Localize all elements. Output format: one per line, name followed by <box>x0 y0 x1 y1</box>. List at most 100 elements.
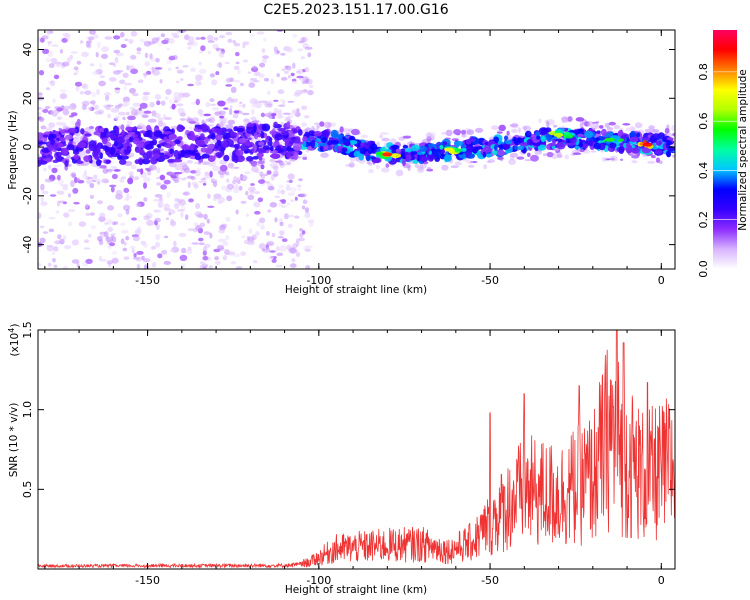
heatmap-blob <box>97 200 103 205</box>
heatmap-blob <box>180 149 186 157</box>
heatmap-blob <box>161 249 168 255</box>
heatmap-blob <box>548 142 557 147</box>
heatmap-blob <box>157 117 164 123</box>
heatmap-blob <box>53 264 58 268</box>
heatmap-blob <box>301 205 306 210</box>
heatmap-blob <box>56 121 64 126</box>
heatmap-blob <box>155 72 162 76</box>
heatmap-blob <box>191 40 198 47</box>
heatmap-blob <box>629 130 637 139</box>
heatmap-blob <box>64 245 72 250</box>
heatmap-blob <box>135 203 142 208</box>
heatmap-blob <box>88 233 92 238</box>
heatmap-blob <box>187 175 195 179</box>
heatmap-blob <box>465 145 473 152</box>
heatmap-blob <box>375 164 380 170</box>
heatmap-blob <box>176 69 184 74</box>
heatmap-blob <box>414 153 418 160</box>
heatmap-blob <box>261 248 266 252</box>
heatmap-blob <box>146 124 152 132</box>
heatmap-blob <box>199 50 204 54</box>
heatmap-blob <box>166 60 172 65</box>
heatmap-blob <box>114 56 119 64</box>
heatmap-blob <box>492 149 498 156</box>
x-tick-label: -50 <box>481 274 499 287</box>
heatmap-blob <box>182 93 189 98</box>
heatmap-blob <box>120 229 129 234</box>
heatmap-blob <box>579 122 584 129</box>
heatmap-blob <box>320 152 329 158</box>
heatmap-blob <box>187 46 192 50</box>
spectrogram-ticks: -150 -100 -50 0 -40 -20 0 20 40 <box>21 30 675 287</box>
heatmap-blob <box>388 164 394 167</box>
heatmap-blob <box>295 136 301 144</box>
heatmap-blob <box>564 154 570 160</box>
heatmap-blob <box>55 210 60 214</box>
heatmap-blob <box>292 122 297 126</box>
heatmap-blob <box>272 173 278 177</box>
heatmap-blob <box>360 142 364 147</box>
heatmap-blob <box>105 159 111 164</box>
heatmap-blob <box>48 164 52 170</box>
heatmap-blob <box>63 212 70 218</box>
heatmap-blob <box>160 154 170 160</box>
heatmap-blob <box>137 123 145 129</box>
heatmap-blob <box>203 261 207 267</box>
heatmap-blob <box>208 130 213 134</box>
heatmap-blob <box>222 255 228 261</box>
heatmap-blob <box>177 107 185 115</box>
heatmap-blob <box>60 134 65 138</box>
heatmap-blob <box>51 251 56 256</box>
heatmap-blob <box>226 178 230 183</box>
heatmap-blob <box>117 213 123 218</box>
heatmap-blob <box>242 44 246 49</box>
heatmap-blob <box>120 238 125 245</box>
heatmap-blob <box>490 125 499 130</box>
heatmap-blob <box>255 169 260 174</box>
heatmap-blob <box>134 176 140 180</box>
heatmap-blob <box>290 199 295 202</box>
heatmap-blob <box>242 59 249 63</box>
heatmap-blob <box>286 152 291 159</box>
heatmap-blob <box>284 70 289 74</box>
heatmap-blob <box>107 205 115 211</box>
heatmap-blob <box>672 132 675 137</box>
heatmap-blob <box>227 251 235 256</box>
heatmap-blob <box>274 217 278 223</box>
heatmap-blob <box>227 119 236 125</box>
heatmap-blob <box>160 184 168 190</box>
heatmap-blob <box>271 232 276 238</box>
heatmap-blob <box>191 242 200 245</box>
heatmap-blob <box>208 265 213 269</box>
heatmap-blob <box>561 116 565 124</box>
heatmap-blob <box>301 81 309 85</box>
heatmap-blob <box>209 232 213 239</box>
heatmap-blob <box>230 86 237 94</box>
heatmap-blob <box>666 150 671 158</box>
heatmap-blob <box>99 75 105 78</box>
heatmap-blob <box>143 215 151 221</box>
heatmap-blob <box>443 154 452 162</box>
heatmap-blob <box>145 129 153 138</box>
heatmap-blob <box>341 128 351 133</box>
heatmap-blob <box>187 228 195 232</box>
heatmap-blob <box>281 238 288 243</box>
heatmap-blob <box>382 152 393 157</box>
heatmap-blob <box>150 245 157 250</box>
heatmap-blob <box>52 258 56 263</box>
heatmap-blob <box>341 147 348 153</box>
heatmap-blob <box>122 116 126 121</box>
heatmap-blob <box>131 217 137 221</box>
heatmap-blob <box>257 160 265 164</box>
heatmap-blob <box>252 119 260 124</box>
heatmap-blob <box>380 132 390 135</box>
heatmap-blob <box>167 138 172 143</box>
heatmap-blob <box>348 162 355 168</box>
heatmap-blob <box>596 130 601 134</box>
heatmap-blob <box>201 161 210 166</box>
heatmap-blob <box>220 223 228 228</box>
heatmap-blob <box>414 163 419 169</box>
heatmap-blob <box>77 179 85 184</box>
heatmap-blob <box>486 160 492 164</box>
heatmap-blob <box>199 68 207 75</box>
